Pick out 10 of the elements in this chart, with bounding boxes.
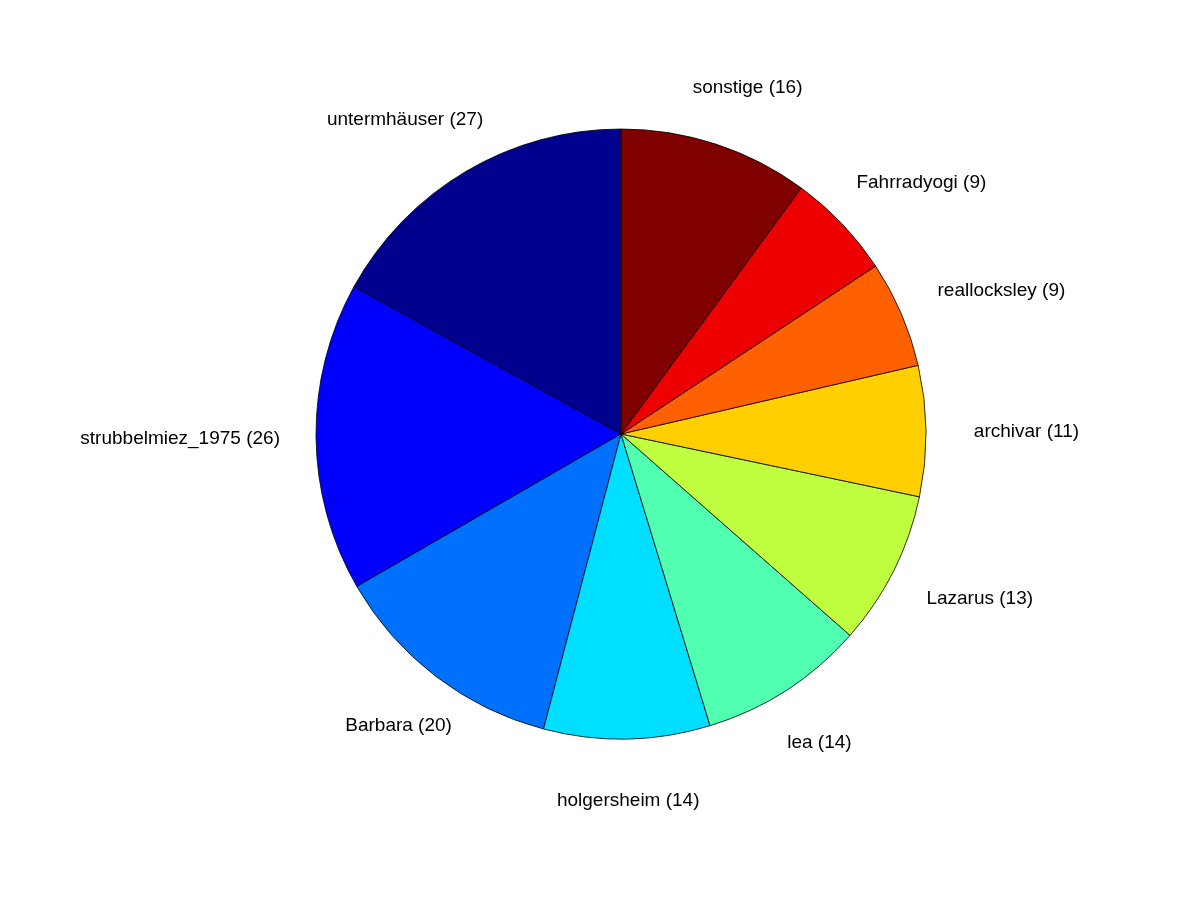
slice-label: Lazarus (13) <box>926 587 1034 609</box>
slice-label: strubbelmiez_1975 (26) <box>80 427 280 450</box>
slice-label: archivar (11) <box>973 419 1080 441</box>
slice-label: sonstige (16) <box>692 75 803 97</box>
slice-label: reallocksley (9) <box>937 279 1066 301</box>
slice-label: holgersheim (14) <box>556 789 700 811</box>
slice-label: Fahrradyogi (9) <box>856 171 987 193</box>
slice-label: Barbara (20) <box>345 714 452 736</box>
slice-label: untermhäuser (27) <box>326 108 484 130</box>
slice-label: lea (14) <box>787 731 852 753</box>
